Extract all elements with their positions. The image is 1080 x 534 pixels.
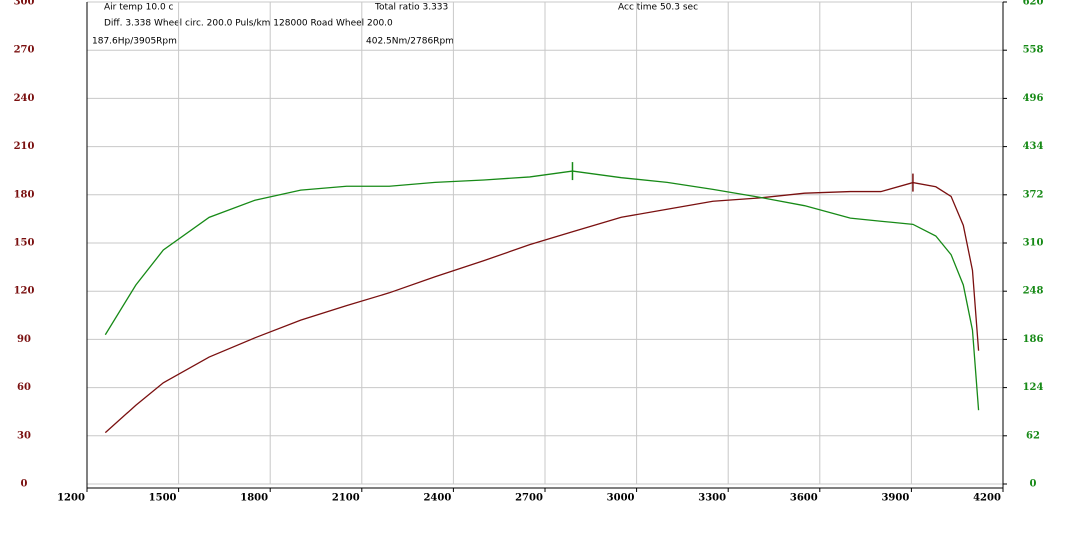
info-text: Total ratio 3.333 (374, 3, 448, 13)
peak-annotation: 187.6Hp/3905Rpm (92, 37, 177, 47)
x-tick-label: 3900 (881, 493, 909, 504)
y2-tick-label: 124 (1023, 382, 1044, 393)
x-tick-label: 2100 (332, 493, 360, 504)
y-tick-label: 180 (14, 189, 35, 200)
x-tick-label: 3000 (607, 493, 635, 504)
y2-tick-label: 372 (1023, 189, 1044, 200)
x-tick-label: 1500 (149, 493, 177, 504)
y-tick-label: 30 (17, 430, 31, 441)
y2-tick-label: 310 (1023, 238, 1044, 249)
y2-tick-label: 0 (1030, 479, 1037, 490)
info-text: Diff. 3.338 Wheel circ. 200.0 Puls/km 12… (104, 19, 393, 29)
info-text: Air temp 10.0 c (104, 3, 174, 13)
y-tick-label: 270 (14, 45, 35, 56)
x-tick-label: 3600 (790, 493, 818, 504)
y-tick-label: 300 (14, 0, 35, 8)
peak-annotation: 402.5Nm/2786Rpm (366, 37, 454, 47)
y-tick-label: 150 (14, 238, 35, 249)
y2-tick-label: 434 (1023, 141, 1044, 152)
y-tick-label: 90 (17, 334, 31, 345)
series-line (104, 181, 980, 434)
x-tick-label: 2400 (423, 493, 451, 504)
y-tick-label: 0 (21, 479, 28, 490)
x-tick-label: 3300 (698, 493, 726, 504)
x-tick-label: 4200 (973, 493, 1001, 504)
y-tick-label: 240 (14, 93, 35, 104)
y2-tick-label: 186 (1023, 334, 1044, 345)
x-tick-label: 1800 (240, 493, 268, 504)
y2-tick-label: 558 (1023, 45, 1044, 56)
x-tick-label: 2700 (515, 493, 543, 504)
y2-tick-label: 62 (1026, 430, 1040, 441)
y2-tick-label: 496 (1023, 93, 1044, 104)
y-tick-label: 60 (17, 382, 31, 393)
series-line (104, 170, 980, 411)
y-tick-label: 210 (14, 141, 35, 152)
x-tick-label: 1200 (57, 493, 85, 504)
y2-tick-label: 248 (1023, 286, 1044, 297)
y2-tick-label: 620 (1023, 0, 1044, 8)
info-text: Acc time 50.3 sec (618, 3, 698, 13)
y-tick-label: 120 (14, 286, 35, 297)
